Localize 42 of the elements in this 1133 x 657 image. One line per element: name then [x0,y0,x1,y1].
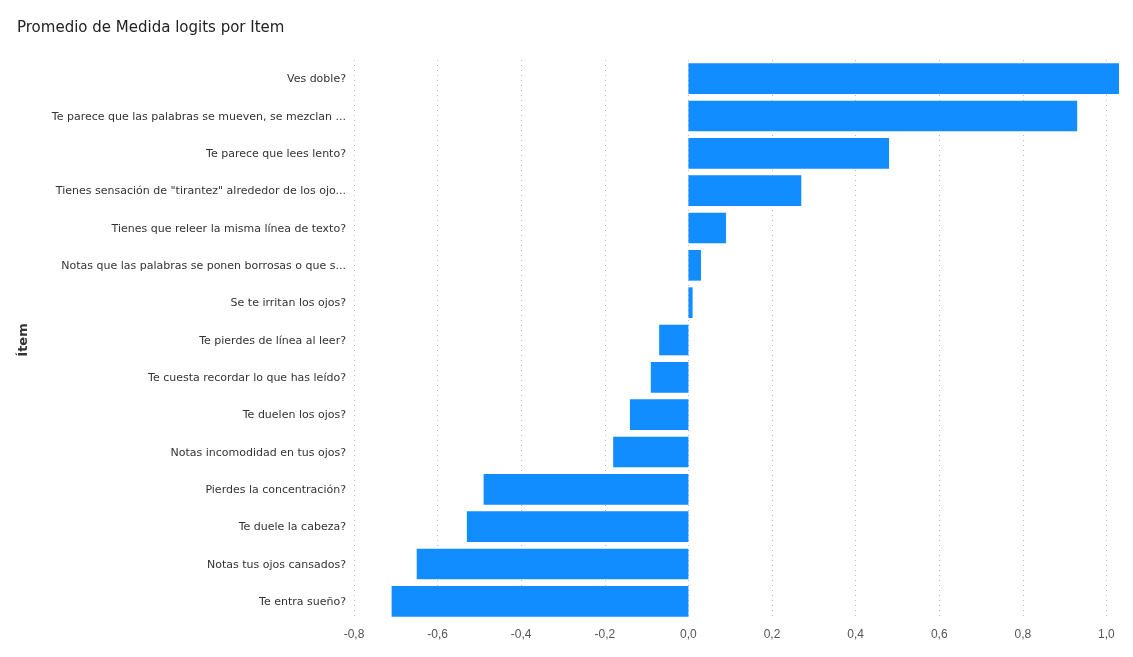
y-tick-label: Te entra sueño? [258,594,347,608]
x-tick-label: 0,2 [763,627,781,641]
text: Promedio de Medida logits por Item [17,17,285,36]
x-tick-label: -0,6 [427,627,449,641]
bar [659,324,689,356]
bar [613,436,689,468]
y-tick-label: Ves doble? [286,72,347,86]
y-tick-label: Notas tus ojos cansados? [206,557,347,571]
bar [650,362,689,393]
y-tick-label: Te parece que lees lento? [205,146,347,160]
bar [391,586,689,617]
x-tick-label: -0,8 [343,627,365,641]
x-tick-label: 0,4 [847,627,865,641]
bar [688,250,701,281]
y-tick-label: Tienes que releer la misma línea de texto? [110,221,347,235]
y-axis-title: Ítem [15,323,30,357]
x-tick-label: 0,8 [1014,627,1032,641]
y-tick-label: Te pierdes de línea al leer? [198,333,347,347]
bar [688,287,693,318]
x-tick-label: 1,0 [1098,627,1116,641]
bar [466,511,689,542]
bar [416,548,689,580]
y-tick-label: Notas que las palabras se ponen borrosas o que s... [61,258,346,272]
y-tick-label: Te duele la cabeza? [237,520,347,534]
y-tick-label: Tienes sensación de "tirantez" alrededor de los ojo... [54,184,346,198]
y-tick-label: Notas incomodidad en tus ojos? [170,445,347,459]
bar [629,399,689,430]
bar [688,63,1119,94]
y-tick-label: Te cuesta recordar lo que has leído? [147,370,347,384]
bar [688,175,802,206]
y-tick-label: Pierdes la concentración? [205,482,347,496]
bar [688,212,727,244]
x-tick-label: -0,2 [594,627,616,641]
bar [688,100,1078,132]
x-tick-label: 0,0 [680,627,698,641]
bar [688,138,890,169]
x-tick-label: 0,6 [930,627,948,641]
y-tick-label: Se te irritan los ojos? [230,296,347,310]
y-tick-label: Te duelen los ojos? [241,408,347,422]
bar [483,474,689,505]
y-tick-label: Te parece que las palabras se mueven, se mezclan ... [50,109,346,123]
x-tick-label: -0,4 [510,627,532,641]
